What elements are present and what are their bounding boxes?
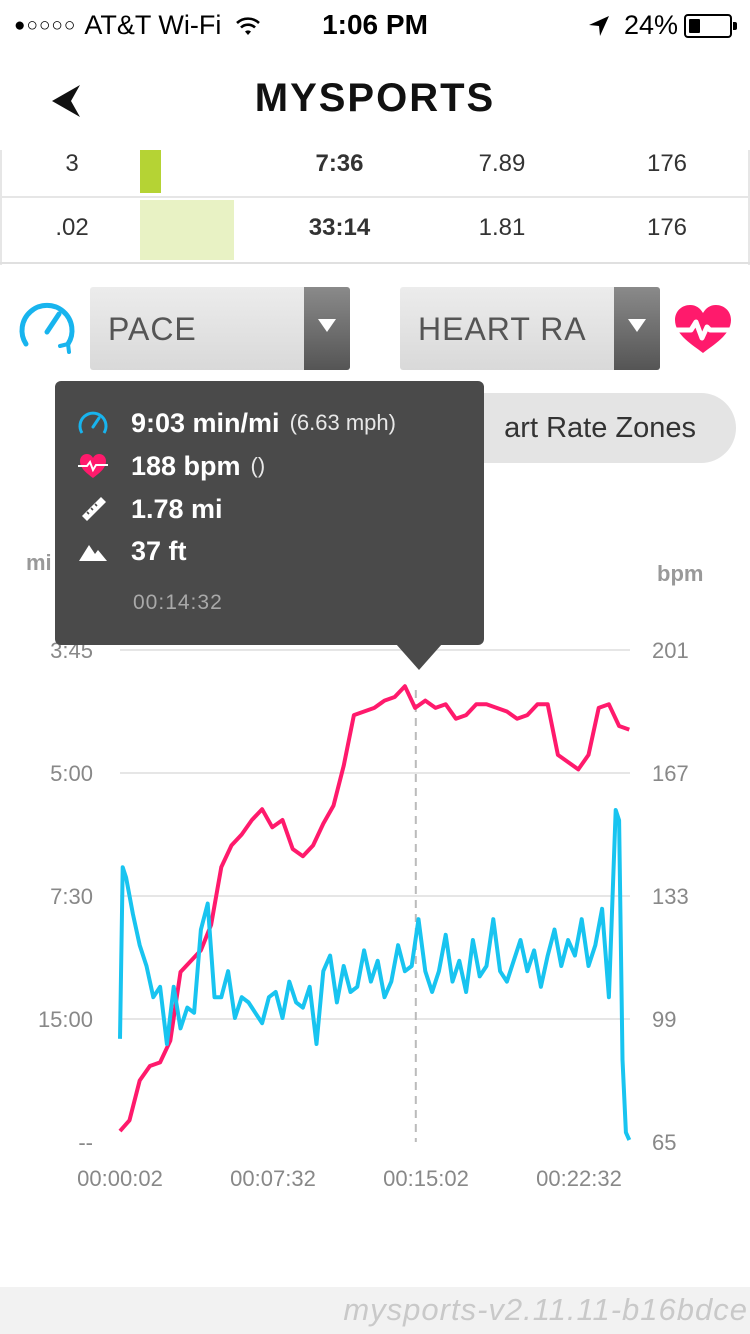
status-left: ●○○○○ AT&T Wi-Fi (14, 10, 261, 41)
tooltip-pace: 9:03 min/mi (131, 407, 280, 438)
tooltip-pace-row: 9:03 min/mi (6.63 mph) (77, 403, 396, 443)
lap-number: 3 (65, 150, 79, 177)
status-time: 1:06 PM (322, 9, 428, 40)
heart-rate-zones-label: art Rate Zones (504, 412, 696, 444)
left-tick-label: 5:00 (50, 761, 93, 786)
tooltip-distance-row: 1.78 mi (77, 489, 223, 529)
lap-time: 33:14 (308, 214, 371, 241)
lap-bar (140, 200, 234, 260)
signal-icon: ●○○○○ (14, 14, 77, 36)
tooltip-heart-rate: 188 bpm (131, 450, 241, 481)
mountain-icon (79, 545, 107, 561)
right-tick-label: 133 (652, 884, 689, 909)
page-title: MYSPORTS (254, 76, 496, 120)
chevron-down-icon (304, 287, 350, 370)
table-row[interactable]: .02 33:14 1.81 176 (2, 200, 748, 265)
table-divider (0, 262, 750, 264)
version-bar: mysports-v2.11.11-b16bdce (0, 1287, 750, 1334)
laps-table: 3 7:36 7.89 176 .02 33:14 1.81 176 (0, 150, 750, 265)
chevron-down-icon (614, 287, 660, 370)
tooltip-elevation-row: 37 ft (77, 531, 187, 571)
right-tick-label: 65 (652, 1130, 676, 1155)
right-metric-dropdown[interactable]: HEART RA (400, 287, 660, 370)
x-tick-label: 00:07:32 (230, 1166, 316, 1191)
tooltip-speed: (6.63 mph) (289, 410, 396, 435)
lap-pace: 7.89 (478, 150, 526, 177)
x-tick-label: 00:15:02 (383, 1166, 469, 1191)
version-label: mysports-v2.11.11-b16bdce (343, 1292, 748, 1327)
row-divider (2, 196, 748, 198)
x-tick-label: 00:00:02 (77, 1166, 163, 1191)
wifi-icon (236, 16, 261, 35)
right-metric-label: HEART RA (418, 311, 587, 347)
left-axis-unit: mi (26, 550, 52, 575)
lap-time: 7:36 (315, 150, 364, 177)
lap-heart-rate: 176 (646, 214, 688, 241)
table-row[interactable]: 3 7:36 7.89 176 (2, 150, 748, 212)
heart-pulse-icon (78, 454, 108, 478)
pace-series-line (118, 808, 632, 1141)
lap-pace: 1.81 (478, 214, 526, 241)
left-tick-label: 15:00 (38, 1007, 93, 1032)
right-tick-label: 99 (652, 1007, 676, 1032)
tooltip-heart-extra: () (250, 453, 266, 478)
gauge-icon (78, 411, 108, 434)
carrier-name: AT&T Wi-Fi (84, 10, 222, 40)
battery-percent: 24% (623, 10, 678, 40)
heart-rate-zones-button[interactable]: art Rate Zones (440, 393, 736, 463)
lap-number: .02 (55, 214, 89, 241)
ruler-icon (82, 497, 106, 521)
lap-bar (140, 150, 161, 193)
right-axis-unit: bpm (657, 561, 704, 586)
pace-heart-rate-chart[interactable]: 3:455:007:3015:00--201167133996500:00:02… (0, 0, 750, 1280)
nav-bar: MYSPORTS (0, 50, 750, 150)
right-tick-label: 167 (652, 761, 689, 786)
x-tick-label: 00:22:32 (536, 1166, 622, 1191)
battery-icon (684, 13, 738, 38)
left-tick-label: -- (78, 1130, 93, 1155)
left-metric-label: PACE (108, 311, 197, 347)
tooltip-distance: 1.78 mi (131, 493, 223, 524)
lap-heart-rate: 176 (646, 150, 688, 177)
tooltip-pointer (396, 644, 442, 670)
left-tick-label: 7:30 (50, 884, 93, 909)
back-button[interactable] (40, 76, 90, 126)
tooltip-elevation: 37 ft (131, 535, 187, 566)
location-arrow-icon (588, 15, 609, 36)
heart-rate-series-line (118, 684, 630, 1133)
left-metric-dropdown[interactable]: PACE (90, 287, 350, 370)
status-bar: ●○○○○ AT&T Wi-Fi 1:06 PM 24% (0, 0, 750, 50)
right-tick-label: 201 (652, 638, 689, 663)
tooltip-heart-row: 188 bpm () (77, 446, 265, 486)
tooltip-time: 00:14:32 (133, 591, 223, 614)
gauge-icon (19, 302, 75, 354)
heart-pulse-icon (669, 305, 737, 353)
chart-tooltip: 9:03 min/mi (6.63 mph) 188 bpm () 1.78 m… (55, 381, 484, 645)
status-right: 24% (588, 10, 738, 41)
